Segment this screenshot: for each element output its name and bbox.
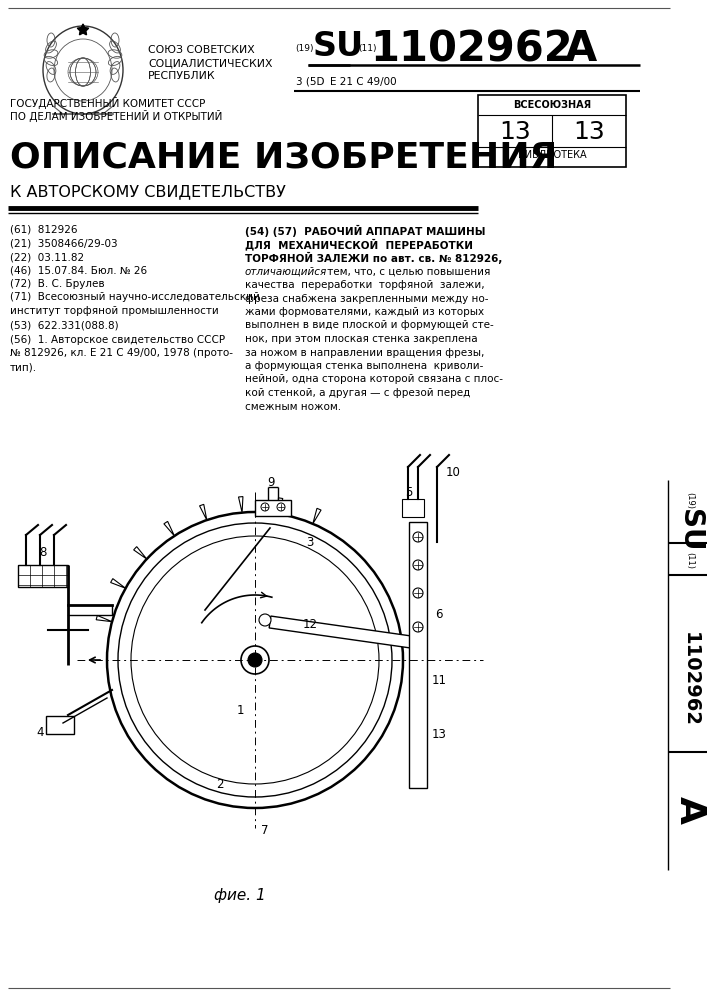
Polygon shape (238, 497, 243, 513)
Text: 8: 8 (40, 546, 47, 560)
Text: (19): (19) (686, 491, 694, 508)
Text: 13: 13 (431, 728, 446, 742)
Polygon shape (278, 498, 283, 514)
Text: (21)  3508466/29-03: (21) 3508466/29-03 (10, 238, 117, 248)
Bar (409, 522, 427, 788)
Text: 6: 6 (436, 608, 443, 621)
Text: выполнен в виде плоской и формующей сте-: выполнен в виде плоской и формующей сте- (245, 320, 493, 330)
Text: A: A (565, 28, 597, 70)
Text: ГОСУДАРСТВЕННЫЙ КОМИТЕТ СССР: ГОСУДАРСТВЕННЫЙ КОМИТЕТ СССР (10, 97, 205, 109)
Text: 2: 2 (216, 778, 223, 792)
Text: (72)  В. С. Брулев: (72) В. С. Брулев (10, 279, 105, 289)
Text: ПО ДЕЛАМ ИЗОБРЕТЕНИЙ И ОТКРЫТИЙ: ПО ДЕЛАМ ИЗОБРЕТЕНИЙ И ОТКРЫТИЙ (10, 110, 223, 122)
Polygon shape (134, 547, 147, 559)
Text: институт торфяной промышленности: институт торфяной промышленности (10, 306, 218, 316)
Text: фие. 1: фие. 1 (214, 888, 266, 903)
Circle shape (261, 503, 269, 511)
Text: кой стенкой, а другая — с фрезой перед: кой стенкой, а другая — с фрезой перед (245, 388, 470, 398)
Text: СОЮЗ СОВЕТСКИХ: СОЮЗ СОВЕТСКИХ (148, 45, 255, 55)
Circle shape (259, 614, 271, 626)
Text: (11): (11) (358, 44, 377, 53)
Text: (54) (57)  РАБОЧИЙ АППАРАТ МАШИНЫ: (54) (57) РАБОЧИЙ АППАРАТ МАШИНЫ (245, 225, 486, 237)
Text: (56)  1. Авторское свидетельство СССР: (56) 1. Авторское свидетельство СССР (10, 335, 225, 345)
Text: (11): (11) (686, 552, 694, 568)
Circle shape (413, 622, 423, 632)
Bar (46, 716, 74, 734)
Text: БИБЛИОТЕКА: БИБЛИОТЕКА (518, 150, 586, 160)
Text: тем, что, с целью повышения: тем, что, с целью повышения (324, 266, 491, 276)
Text: отличающийся: отличающийся (245, 266, 327, 276)
Text: (61)  812926: (61) 812926 (10, 225, 78, 235)
Text: (22)  03.11.82: (22) 03.11.82 (10, 252, 84, 262)
Text: 1: 1 (236, 704, 244, 716)
Text: ВСЕСОЮЗНАЯ: ВСЕСОЮЗНАЯ (513, 100, 591, 110)
Circle shape (277, 503, 285, 511)
Circle shape (248, 653, 262, 667)
Text: SU: SU (313, 30, 364, 63)
Polygon shape (96, 615, 112, 622)
Bar (478, 95, 626, 167)
Circle shape (413, 560, 423, 570)
Text: ОПИСАНИЕ ИЗОБРЕТЕНИЯ: ОПИСАНИЕ ИЗОБРЕТЕНИЯ (10, 140, 557, 174)
Text: СОЦИАЛИСТИЧЕСКИХ: СОЦИАЛИСТИЧЕСКИХ (148, 58, 272, 68)
Text: 3: 3 (306, 536, 314, 548)
Circle shape (413, 588, 423, 598)
Text: 5: 5 (405, 486, 413, 498)
Text: нейной, одна сторона которой связана с плос-: нейной, одна сторона которой связана с п… (245, 374, 503, 384)
Polygon shape (312, 508, 321, 524)
Text: 1102962: 1102962 (370, 28, 573, 70)
Text: РЕСПУБЛИК: РЕСПУБЛИК (148, 71, 216, 81)
Text: (19): (19) (295, 44, 313, 53)
Text: ДЛЯ  МЕХАНИЧЕСКОЙ  ПЕРЕРАБОТКИ: ДЛЯ МЕХАНИЧЕСКОЙ ПЕРЕРАБОТКИ (245, 238, 473, 250)
Text: 13: 13 (573, 120, 605, 144)
Text: (71)  Всесоюзный научно-исследовательский: (71) Всесоюзный научно-исследовательский (10, 292, 260, 302)
Bar (18, 565, 68, 587)
Polygon shape (269, 616, 412, 648)
Text: жами формователями, каждый из которых: жами формователями, каждый из которых (245, 307, 484, 317)
Circle shape (241, 646, 269, 674)
Text: качества  переработки  торфяной  залежи,: качества переработки торфяной залежи, (245, 280, 484, 290)
Text: SU: SU (676, 509, 704, 551)
Bar (402, 499, 424, 517)
Text: 10: 10 (445, 466, 460, 479)
Text: 1102962: 1102962 (681, 633, 699, 728)
Text: 13: 13 (499, 120, 531, 144)
Text: а формующая стенка выполнена  криволи-: а формующая стенка выполнена криволи- (245, 361, 484, 371)
Text: фреза снабжена закрепленными между но-: фреза снабжена закрепленными между но- (245, 294, 489, 304)
Text: 9: 9 (267, 476, 275, 488)
Text: К АВТОРСКОМУ СВИДЕТЕЛЬСТВУ: К АВТОРСКОМУ СВИДЕТЕЛЬСТВУ (10, 184, 286, 199)
Text: тип).: тип). (10, 362, 37, 372)
Text: 4: 4 (36, 726, 44, 740)
Text: (46)  15.07.84. Бюл. № 26: (46) 15.07.84. Бюл. № 26 (10, 265, 147, 275)
Text: 12: 12 (303, 618, 317, 632)
Text: 11: 11 (431, 674, 447, 686)
Text: № 812926, кл. Е 21 С 49/00, 1978 (прото-: № 812926, кл. Е 21 С 49/00, 1978 (прото- (10, 349, 233, 359)
Text: ТОРФЯНОЙ ЗАЛЕЖИ по авт. св. № 812926,: ТОРФЯНОЙ ЗАЛЕЖИ по авт. св. № 812926, (245, 252, 503, 264)
Bar (255, 500, 291, 516)
Polygon shape (164, 521, 175, 536)
Polygon shape (199, 504, 207, 520)
Text: смежным ножом.: смежным ножом. (245, 401, 341, 412)
Circle shape (413, 532, 423, 542)
Polygon shape (110, 579, 126, 588)
Text: 7: 7 (262, 824, 269, 836)
Text: за ножом в направлении вращения фрезы,: за ножом в направлении вращения фрезы, (245, 348, 484, 358)
Text: нок, при этом плоская стенка закреплена: нок, при этом плоская стенка закреплена (245, 334, 478, 344)
Text: (53)  622.331(088.8): (53) 622.331(088.8) (10, 320, 119, 330)
Text: 3 (5D: 3 (5D (296, 77, 325, 87)
Text: A: A (673, 796, 707, 824)
Polygon shape (77, 24, 88, 35)
Text: E 21 C 49/00: E 21 C 49/00 (330, 77, 397, 87)
